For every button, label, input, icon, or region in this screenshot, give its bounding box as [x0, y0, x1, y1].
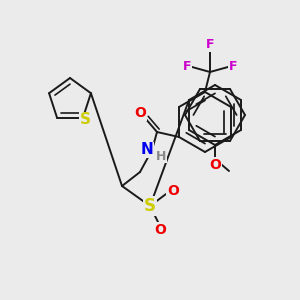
Text: F: F	[229, 61, 237, 74]
Text: F: F	[206, 38, 214, 52]
Text: O: O	[134, 106, 146, 120]
Text: O: O	[209, 158, 221, 172]
Text: H: H	[156, 149, 166, 163]
Text: F: F	[183, 61, 191, 74]
Text: S: S	[80, 112, 90, 127]
Text: N: N	[141, 142, 153, 158]
Text: O: O	[167, 184, 179, 198]
Text: O: O	[154, 223, 166, 237]
Text: S: S	[144, 197, 156, 215]
